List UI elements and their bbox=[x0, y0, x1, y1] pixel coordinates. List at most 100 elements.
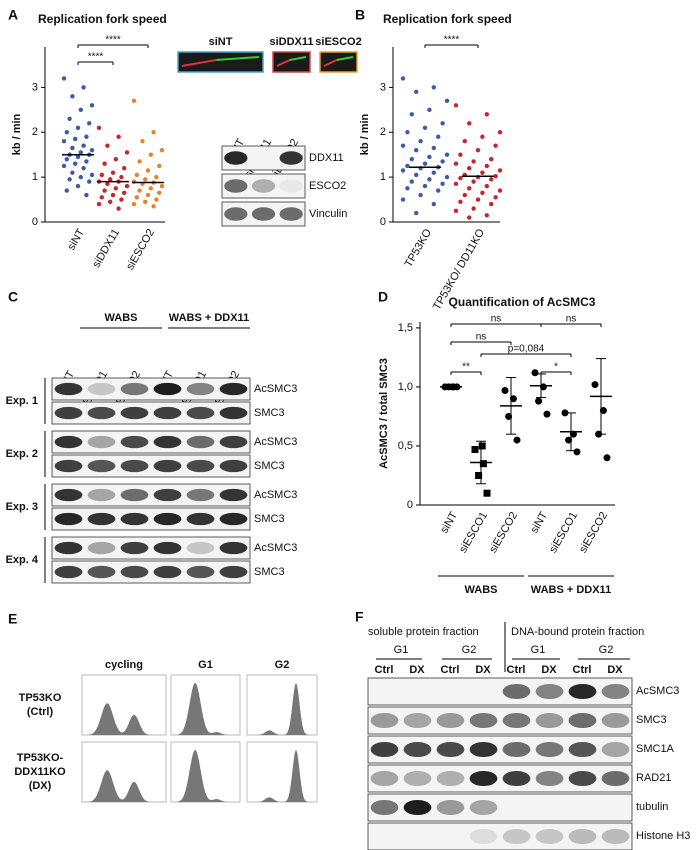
histogram bbox=[247, 682, 317, 735]
point bbox=[453, 161, 459, 166]
band bbox=[54, 541, 83, 555]
point bbox=[418, 192, 423, 198]
x-tick-label: siNT bbox=[65, 227, 87, 253]
point bbox=[84, 134, 89, 139]
band bbox=[87, 541, 116, 555]
band bbox=[535, 741, 564, 758]
point bbox=[61, 139, 67, 144]
x-tick-label: siESCO2 bbox=[577, 510, 610, 555]
band bbox=[54, 382, 83, 396]
x-tick-label: siESCO2 bbox=[487, 510, 520, 555]
band bbox=[469, 741, 498, 758]
point bbox=[458, 199, 463, 205]
chart-title: Quantification of AcSMC3 bbox=[449, 295, 596, 309]
blot-frame bbox=[367, 822, 633, 850]
point bbox=[484, 163, 489, 169]
band bbox=[87, 565, 116, 579]
point bbox=[87, 121, 92, 126]
group-label: WABS bbox=[465, 584, 498, 596]
point bbox=[414, 148, 419, 153]
point bbox=[78, 174, 84, 180]
band bbox=[224, 151, 248, 165]
band bbox=[219, 382, 248, 396]
fraction-label: DNA-bound protein fraction bbox=[511, 626, 644, 638]
band bbox=[87, 435, 116, 449]
band bbox=[568, 741, 597, 758]
band bbox=[120, 565, 149, 579]
row-label: (DX) bbox=[29, 780, 52, 792]
point bbox=[484, 213, 489, 218]
y-tick-label: 0 bbox=[380, 216, 386, 228]
histogram-frame bbox=[170, 741, 241, 803]
point bbox=[81, 143, 86, 148]
x-tick-label: siNT bbox=[438, 510, 460, 536]
point bbox=[67, 177, 72, 182]
row-label: TP53KO- bbox=[17, 752, 64, 764]
point bbox=[108, 199, 113, 205]
point bbox=[497, 188, 503, 193]
y-tick-label: 0,5 bbox=[398, 440, 413, 452]
point bbox=[493, 174, 498, 179]
significance-label: * bbox=[554, 362, 558, 373]
point bbox=[157, 163, 162, 169]
panel-letter: F bbox=[355, 609, 364, 625]
point bbox=[400, 168, 406, 173]
band bbox=[535, 712, 564, 729]
histogram-frame bbox=[81, 674, 167, 736]
chart-title: Replication fork speed bbox=[38, 12, 167, 26]
image-label: siESCO2 bbox=[315, 36, 361, 48]
point bbox=[84, 159, 89, 164]
x-tick-label: siDDX11 bbox=[90, 227, 122, 270]
point bbox=[501, 386, 509, 394]
point bbox=[489, 177, 494, 182]
row-label: SMC1A bbox=[636, 743, 675, 755]
row-label: Histone H3 bbox=[636, 830, 690, 842]
band bbox=[54, 512, 83, 526]
condition-label: DX bbox=[541, 664, 557, 676]
row-label: ESCO2 bbox=[309, 180, 346, 192]
row-label: (Ctrl) bbox=[27, 706, 54, 718]
column-label: G2 bbox=[275, 659, 290, 671]
point bbox=[78, 107, 84, 113]
point bbox=[484, 183, 489, 189]
column-label: cycling bbox=[105, 659, 143, 671]
panel-letter: B bbox=[355, 7, 365, 23]
point bbox=[116, 134, 121, 139]
histogram bbox=[247, 749, 317, 802]
point bbox=[102, 188, 107, 193]
band bbox=[120, 541, 149, 555]
point bbox=[427, 177, 432, 182]
point bbox=[405, 163, 410, 169]
x-tick-label: TP53KO bbox=[403, 227, 435, 270]
point bbox=[61, 76, 67, 81]
condition-label: DX bbox=[607, 664, 623, 676]
row-label: AcSMC3 bbox=[254, 436, 297, 448]
fiber bbox=[323, 59, 338, 67]
point bbox=[75, 183, 81, 189]
band bbox=[120, 435, 149, 449]
row-label: TP53KO bbox=[19, 692, 62, 704]
phase-label: G2 bbox=[462, 644, 477, 656]
band bbox=[120, 512, 149, 526]
band bbox=[502, 828, 531, 845]
histogram-frame bbox=[170, 674, 241, 736]
fiber bbox=[289, 56, 307, 61]
point bbox=[400, 76, 406, 81]
band bbox=[120, 406, 149, 420]
band bbox=[153, 488, 182, 502]
point bbox=[489, 201, 494, 207]
condition-label: Ctrl bbox=[441, 664, 460, 676]
point bbox=[489, 156, 494, 162]
point bbox=[462, 192, 467, 198]
point bbox=[591, 381, 599, 389]
y-axis-label: AcSMC3 / total SMC3 bbox=[378, 358, 390, 469]
histogram bbox=[171, 682, 240, 735]
experiment-label: Exp. 3 bbox=[6, 501, 38, 513]
point bbox=[531, 369, 539, 377]
band bbox=[87, 512, 116, 526]
point bbox=[154, 174, 159, 180]
point bbox=[471, 159, 476, 164]
band bbox=[568, 828, 597, 845]
band bbox=[403, 712, 432, 729]
point bbox=[96, 125, 102, 130]
